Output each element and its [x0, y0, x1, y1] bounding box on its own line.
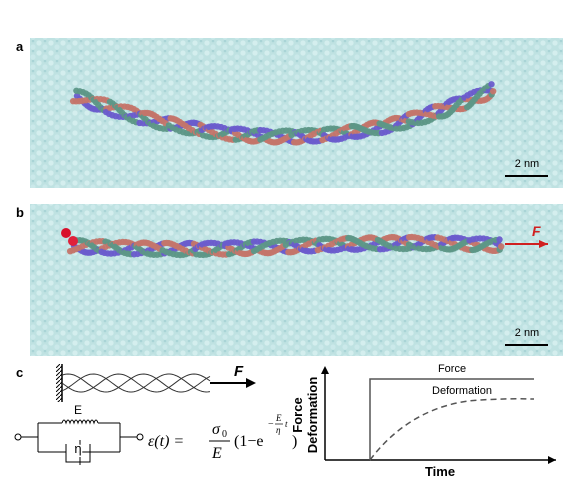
arrow-head [321, 366, 329, 374]
anchor-atom [68, 236, 78, 246]
exponent-sign: − [268, 419, 274, 430]
panel-label: b [16, 205, 24, 220]
equation-subscript: 0 [222, 429, 227, 440]
helix-strand [61, 373, 211, 393]
panel-label: c [16, 365, 23, 380]
y-axis-label: Force [290, 397, 305, 432]
x-axis-label: Time [425, 464, 455, 479]
arrow-head [539, 240, 548, 248]
equation-denominator: E [211, 445, 222, 462]
force-label: F [532, 223, 541, 239]
protein-chain [69, 81, 497, 146]
residue [490, 88, 497, 95]
force-label: F [234, 363, 244, 380]
curve-label: Force [438, 363, 466, 375]
exponent-numerator: E [275, 413, 282, 423]
wall [56, 364, 62, 402]
equation: ε(t) = σ 0 E (1−e − E η t ) [148, 413, 297, 462]
water-box [30, 204, 563, 356]
residue [498, 243, 505, 250]
arrow-head [246, 378, 256, 388]
residue [496, 236, 503, 243]
dashpot [65, 440, 94, 465]
anchor-atom [61, 228, 71, 238]
scale-bar-label: 2 nm [515, 327, 539, 339]
spring-label: E [74, 403, 82, 417]
helix-strand [61, 373, 211, 393]
residue [488, 81, 495, 88]
exponent-t: t [285, 419, 288, 429]
arrow-head [548, 456, 556, 464]
panel-label: a [16, 39, 24, 54]
equation-numerator: σ [212, 421, 221, 438]
dashpot-label: η [74, 441, 81, 456]
helix-strand [61, 373, 211, 393]
spring [61, 419, 99, 425]
equation-close: ) [292, 433, 297, 450]
deformation-curve [369, 398, 535, 461]
curve-label: Deformation [432, 385, 492, 397]
equation-lhs: ε(t) = [148, 433, 184, 450]
scale-bar-label: 2 nm [515, 158, 539, 170]
maxwell-circuit [14, 419, 144, 465]
y-axis-label: Deformation [305, 377, 320, 454]
exponent-denominator: η [276, 425, 281, 435]
force-curve [369, 378, 534, 460]
helix [61, 373, 211, 393]
wire [37, 422, 121, 453]
equation-factor: (1−e [234, 433, 263, 450]
protein-chain [66, 233, 505, 259]
